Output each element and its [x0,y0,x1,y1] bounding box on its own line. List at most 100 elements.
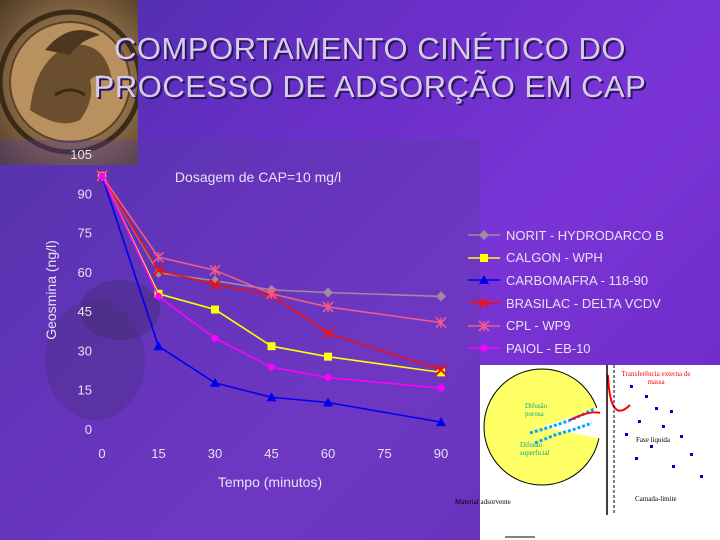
y-tick-label: 0 [85,422,92,437]
legend-swatch-paiol [468,344,500,352]
y-tick-label: 90 [78,186,92,201]
legend-item-carbomafra: CARBOMAFRA - 118-90 [468,269,718,292]
slide-title: COMPORTAMENTO CINÉTICO DO PROCESSO DE AD… [40,30,700,106]
series-line [101,175,442,324]
kinetics-line-chart: 0 15 30 45 60 75 90 105 0 15 30 45 60 75 90 Dosagem de… [43,147,448,490]
chart-series-layer [96,170,447,427]
legend-swatch-brasilac [468,297,500,309]
y-tick-label: 60 [78,265,92,280]
data-point [436,291,446,302]
data-point [266,392,277,402]
label-mass-transfer: Transferência externa de massa [621,370,691,386]
data-point [324,374,332,382]
red-flow-arrow [569,411,601,421]
data-point [209,278,221,291]
x-tick-label: 15 [151,446,165,461]
y-tick-label: 15 [78,383,92,398]
series-line [101,175,442,298]
surface-diffusion-path [534,421,593,445]
data-point [435,317,447,329]
legend-item-calgon: CALGON - WPH [468,247,718,270]
slide-title-line-2: PROCESSO DE ADSORÇÃO EM CAP [93,69,647,104]
y-tick-label: 45 [78,304,92,319]
legend-marker [479,230,489,241]
legend-marker [478,297,490,309]
legend-swatch-norit [468,230,500,241]
series-4 [96,170,447,329]
label-boundary-layer: Camada-limite [635,495,677,503]
series-5 [98,172,445,392]
adsorption-diagram [480,365,720,540]
data-point [211,334,219,342]
legend-label-brasilac: BRASILAC - DELTA VCDV [506,295,661,311]
x-tick-label: 60 [321,446,335,461]
data-point [437,384,445,392]
label-liquid-phase: Fase líquida [636,436,671,444]
chart-background [0,140,480,540]
data-point [323,287,333,298]
legend-swatch-cpl [468,320,500,332]
legend-label-paiol: PAIOL - EB-10 [506,340,591,356]
legend-marker [478,320,490,332]
label-sorbent-material: Material adsorvente [455,498,511,506]
legend-item-cpl: CPL - WP9 [468,314,718,337]
mass-transfer-arrow [607,374,631,412]
legend-marker [480,344,488,352]
y-tick-label: 75 [78,226,92,241]
data-point [324,352,332,361]
legend-item-norit: NORIT - HYDRODARCO B [468,224,718,247]
legend-label-calgon: CALGON - WPH [506,250,603,266]
legend-item-brasilac: BRASILAC - DELTA VCDV [468,292,718,315]
series-line [101,175,442,371]
legend-swatch-calgon [468,253,500,262]
series-1 [98,171,445,377]
label-surface-diffusion: Difusão superficial [520,441,550,457]
data-point [265,288,278,300]
data-point [268,363,275,371]
particle-mouth [542,405,608,440]
y-axis-label: Geosmina (ng/l) [43,240,59,340]
helmet-emblem-icon [0,9,138,155]
x-tick-label: 45 [264,446,278,461]
data-point [209,264,221,276]
data-point [322,327,334,339]
data-point [152,251,165,263]
legend-swatch-carbomafra [468,275,500,285]
data-point [211,305,219,314]
data-point [98,172,106,180]
label-pore-diffusion: Difusão porosa [525,402,548,418]
y-tick-label: 105 [70,147,92,162]
x-tick-label: 75 [377,446,391,461]
x-tick-label: 0 [98,446,105,461]
data-point [152,264,165,276]
legend-item-paiol: PAIOL - EB-10 [468,337,718,360]
data-point [435,364,447,376]
series-line [101,175,442,423]
x-tick-label: 90 [434,446,448,461]
legend-marker [479,275,489,285]
chart-axes: 0 15 30 45 60 75 90 105 0 15 30 45 60 75 90 [70,147,448,461]
legend-label-norit: NORIT - HYDRODARCO B [506,227,664,243]
liquid-phase-dots [625,385,703,478]
x-axis-label: Tempo (minutos) [218,474,322,490]
slide-title-line-1: COMPORTAMENTO CINÉTICO DO [114,31,626,66]
chart-legend: NORIT - HYDRODARCO B CALGON - WPH CARBOM… [468,224,718,360]
legend-label-carbomafra: CARBOMAFRA - 118-90 [506,272,649,288]
data-point [436,417,446,427]
data-point [437,368,445,377]
emblem-logo [0,0,138,165]
series-0 [97,170,446,302]
data-point [323,397,333,407]
series-line [101,175,442,374]
chart-title: Dosagem de CAP=10 mg/l [175,169,341,185]
data-point [322,301,334,313]
data-point [153,341,164,351]
series-line [101,175,442,389]
legend-marker [480,253,488,262]
data-point [155,292,162,300]
data-point [267,342,276,351]
x-tick-label: 30 [208,446,222,461]
legend-label-cpl: CPL - WP9 [506,318,571,334]
y-tick-label: 30 [78,343,92,358]
